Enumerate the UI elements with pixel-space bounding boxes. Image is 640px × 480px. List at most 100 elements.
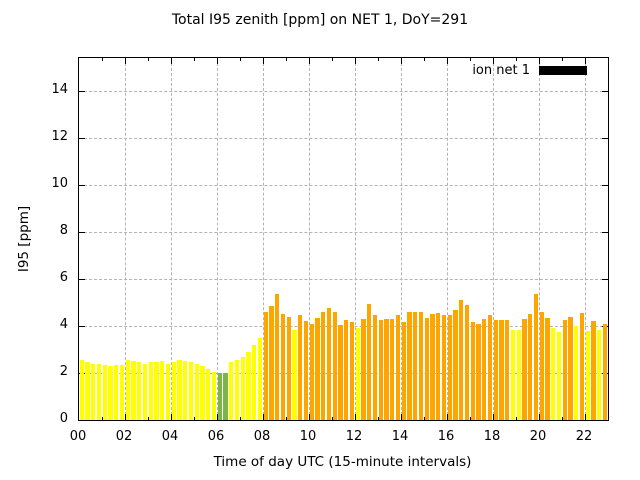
x-tick-mark bbox=[378, 417, 379, 420]
y-tick-label: 0 bbox=[59, 411, 68, 426]
bar bbox=[338, 324, 343, 420]
x-tick-mark bbox=[240, 417, 241, 420]
x-tick-mark bbox=[286, 58, 287, 61]
gridline-horizontal bbox=[79, 372, 608, 374]
bar bbox=[177, 360, 182, 420]
bar bbox=[102, 364, 107, 420]
gridline-horizontal bbox=[79, 231, 608, 233]
bar bbox=[154, 362, 159, 420]
y-tick-label: 2 bbox=[59, 363, 68, 379]
bar bbox=[597, 329, 602, 420]
gridline-vertical bbox=[539, 58, 540, 420]
x-tick-label: 16 bbox=[437, 429, 455, 444]
gridline-vertical bbox=[447, 58, 448, 420]
bar bbox=[257, 337, 263, 420]
gridline-horizontal bbox=[79, 90, 608, 92]
y-tick-mark bbox=[602, 184, 608, 186]
bar bbox=[539, 311, 544, 420]
bar bbox=[470, 322, 475, 420]
x-tick-mark bbox=[102, 417, 103, 420]
bar bbox=[137, 362, 142, 420]
gridline-horizontal bbox=[79, 278, 608, 280]
x-tick-mark bbox=[286, 417, 287, 420]
x-tick-mark bbox=[493, 414, 494, 420]
x-tick-mark bbox=[171, 58, 172, 64]
x-tick-label: 20 bbox=[529, 429, 547, 444]
x-tick-mark bbox=[378, 58, 379, 61]
bar bbox=[160, 361, 165, 420]
bar bbox=[240, 356, 245, 420]
x-tick-mark bbox=[148, 58, 149, 61]
bar bbox=[165, 363, 171, 420]
bar bbox=[585, 330, 590, 420]
bar bbox=[476, 323, 481, 420]
bar bbox=[303, 321, 309, 420]
x-tick-label: 08 bbox=[253, 429, 271, 444]
y-tick-label: 4 bbox=[59, 316, 68, 332]
x-tick-mark bbox=[263, 414, 264, 420]
bar bbox=[188, 362, 194, 420]
gridline-vertical bbox=[309, 58, 310, 420]
bar bbox=[367, 303, 372, 420]
bar bbox=[510, 329, 516, 420]
bar bbox=[131, 361, 136, 420]
x-tick-mark bbox=[309, 58, 310, 64]
gridline-horizontal bbox=[79, 184, 608, 186]
bar bbox=[505, 320, 510, 420]
x-tick-mark bbox=[355, 58, 356, 64]
bar bbox=[395, 315, 401, 420]
bar bbox=[401, 322, 406, 420]
x-tick-mark bbox=[355, 414, 356, 420]
x-tick-mark bbox=[217, 58, 218, 64]
x-tick-label: 18 bbox=[483, 429, 501, 444]
bar bbox=[211, 371, 217, 420]
y-tick-mark bbox=[79, 137, 85, 139]
y-tick-mark bbox=[79, 184, 85, 186]
plot-area bbox=[78, 57, 609, 421]
bar bbox=[528, 314, 533, 420]
bar bbox=[516, 329, 521, 420]
y-tick-mark bbox=[602, 137, 608, 139]
bar bbox=[453, 309, 458, 420]
bar bbox=[407, 311, 412, 420]
gridline-horizontal bbox=[79, 325, 608, 327]
x-tick-label: 02 bbox=[115, 429, 133, 444]
bar bbox=[148, 362, 153, 420]
y-tick-label: 8 bbox=[59, 222, 68, 238]
bar bbox=[286, 316, 291, 420]
bar bbox=[108, 365, 113, 420]
bar bbox=[482, 318, 487, 420]
gridline-vertical bbox=[585, 58, 586, 420]
bar bbox=[183, 361, 188, 420]
x-tick-mark bbox=[447, 58, 448, 64]
x-tick-mark bbox=[240, 58, 241, 61]
x-tick-mark bbox=[470, 58, 471, 61]
x-tick-mark bbox=[125, 414, 126, 420]
x-tick-mark bbox=[125, 58, 126, 64]
x-tick-mark bbox=[263, 58, 264, 64]
x-tick-label: 22 bbox=[575, 429, 593, 444]
x-tick-mark bbox=[148, 417, 149, 420]
bar bbox=[436, 313, 441, 420]
x-tick-mark bbox=[470, 417, 471, 420]
bar bbox=[252, 344, 257, 420]
y-tick-label: 14 bbox=[51, 81, 68, 97]
x-axis-title: Time of day UTC (15-minute intervals) bbox=[213, 454, 472, 470]
x-tick-mark bbox=[539, 414, 540, 420]
y-tick-label: 12 bbox=[51, 128, 68, 144]
y-tick-mark bbox=[602, 90, 608, 92]
bar bbox=[332, 311, 337, 420]
bar bbox=[418, 311, 424, 420]
bar bbox=[562, 320, 567, 420]
y-tick-mark bbox=[602, 231, 608, 233]
bar bbox=[246, 351, 251, 420]
bar bbox=[533, 294, 539, 420]
x-tick-mark bbox=[562, 58, 563, 61]
bar bbox=[194, 363, 199, 420]
x-tick-label: 10 bbox=[299, 429, 317, 444]
bar bbox=[269, 306, 274, 420]
bar bbox=[378, 320, 383, 420]
gridline-vertical bbox=[171, 58, 172, 420]
x-tick-mark bbox=[217, 414, 218, 420]
